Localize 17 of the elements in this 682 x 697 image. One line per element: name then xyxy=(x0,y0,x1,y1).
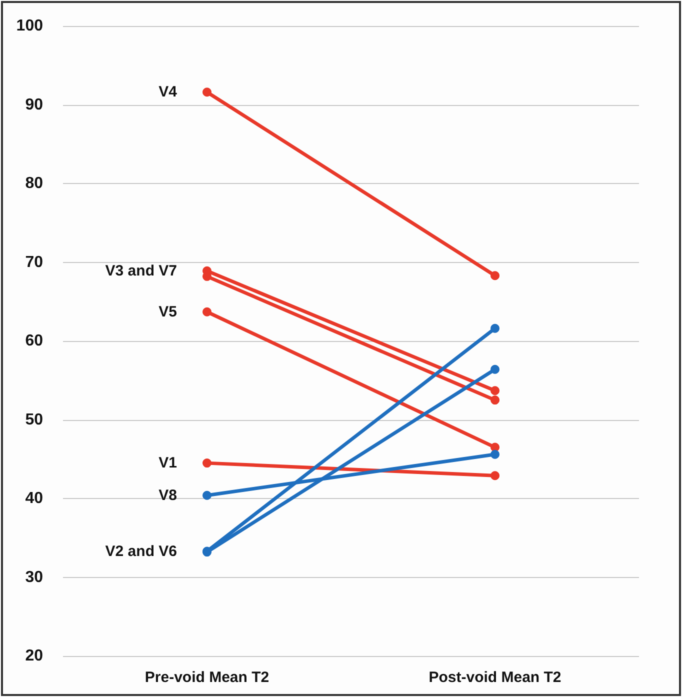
annotation: V4 xyxy=(158,84,178,101)
y-tick-label: 80 xyxy=(25,175,44,192)
y-tick-label: 50 xyxy=(25,411,44,428)
annotation: V1 xyxy=(158,454,177,472)
annotation: V8 xyxy=(158,486,177,504)
y-tick-label: 60 xyxy=(25,332,44,350)
y-tick-label: 100 xyxy=(16,18,44,34)
x-tick-label: Pre-void Mean T2 xyxy=(144,669,270,686)
y-tick-label: 20 xyxy=(25,648,44,664)
y-tick-label: 90 xyxy=(25,96,44,114)
y-tick-label: 40 xyxy=(25,490,44,507)
y-tick-label: 70 xyxy=(25,254,44,271)
annotation: V5 xyxy=(158,303,177,320)
y-tick-label: 30 xyxy=(25,568,44,586)
annotation: V2 and V6 xyxy=(105,542,177,560)
annotation: V3 and V7 xyxy=(105,262,177,280)
x-tick-label: Post-void Mean T2 xyxy=(428,669,562,686)
